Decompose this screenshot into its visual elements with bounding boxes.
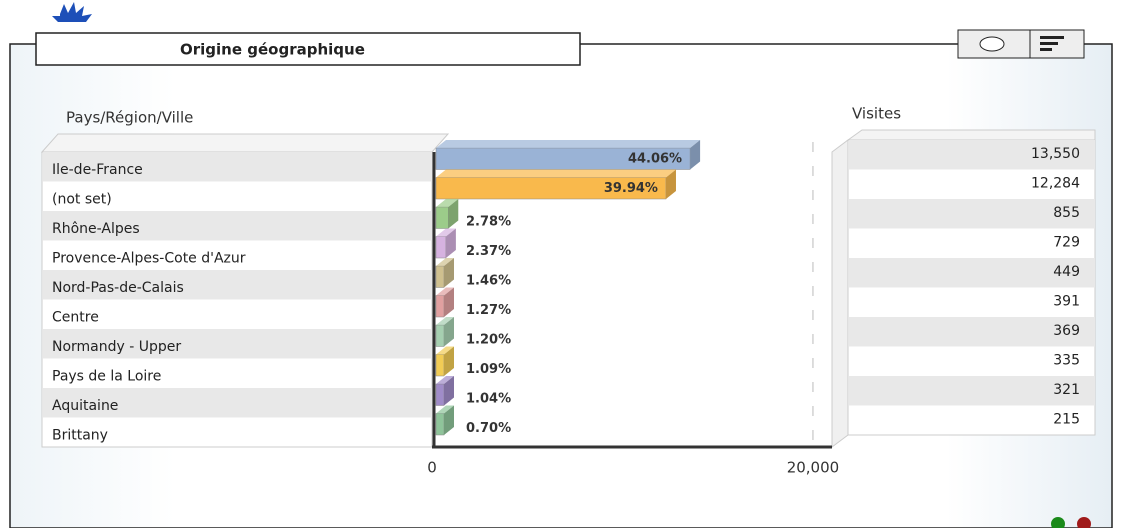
value-label: 369 (1053, 323, 1080, 339)
bar (435, 413, 445, 436)
bar-button[interactable] (1029, 29, 1085, 59)
bar-side (444, 405, 454, 435)
percent-label: 1.04% (466, 391, 511, 406)
bar-side (444, 258, 454, 288)
bar-side (444, 376, 454, 406)
bar-top (436, 287, 454, 296)
status-green (1051, 517, 1065, 528)
x-tick-label: 0 (427, 459, 437, 477)
bar-side (665, 169, 676, 199)
percent-label: 1.27% (466, 303, 511, 318)
category-label: Pays de la Loire (52, 369, 161, 385)
category-label: Provence-Alpes-Cote d'Azur (52, 251, 246, 267)
x-tick-label: 20,000 (787, 459, 840, 477)
row-shade (43, 152, 432, 182)
category-label: Normandy - Upper (52, 339, 181, 355)
table-top (40, 133, 450, 153)
bar-top (436, 140, 701, 148)
bar-side (448, 199, 459, 229)
row-shade (849, 258, 1095, 288)
value-label: 449 (1053, 264, 1080, 280)
value-label: 13,550 (1031, 146, 1080, 162)
percent-label: 2.37% (466, 244, 511, 259)
bar-top (436, 258, 454, 266)
category-label: Aquitaine (52, 398, 118, 414)
status-red (1077, 517, 1091, 528)
bar (435, 236, 447, 259)
bar-side (444, 287, 454, 317)
bar (435, 206, 449, 229)
percent-label: 1.20% (466, 332, 511, 347)
category-label: Centre (52, 310, 99, 326)
bar-side (690, 140, 701, 170)
logo-icon (52, 2, 92, 22)
row-shade (43, 329, 432, 359)
bar (435, 354, 445, 377)
pie-icon (979, 36, 1005, 52)
bar (435, 265, 445, 288)
bar (435, 383, 445, 406)
category-label: Rhône-Alpes (52, 221, 140, 237)
bar-top (436, 346, 454, 355)
title-box (35, 32, 581, 66)
value-label: 12,284 (1031, 176, 1080, 192)
category-label: Ile-de-France (52, 162, 143, 178)
row-shade (43, 270, 432, 300)
percent-label: 39.94% (604, 181, 658, 196)
bar-icon (1040, 36, 1064, 51)
row-shade (849, 199, 1095, 229)
bar (435, 295, 445, 318)
bar-side (444, 317, 454, 347)
value-header: Visites (852, 105, 901, 123)
bar-top (436, 199, 459, 207)
value-label: 335 (1053, 353, 1080, 369)
category-header: Pays/Région/Ville (66, 109, 193, 127)
percent-label: 0.70% (466, 421, 511, 436)
percent-label: 44.06% (628, 151, 682, 166)
bar-top (436, 169, 676, 178)
row-shade (849, 317, 1095, 347)
value-label: 321 (1053, 382, 1080, 398)
bar-side (444, 346, 454, 376)
value-label: 855 (1053, 205, 1080, 221)
value-label: 215 (1053, 412, 1080, 428)
percent-label: 1.46% (466, 273, 511, 288)
value-label: 729 (1053, 235, 1080, 251)
chart-side (831, 139, 849, 448)
bar-top (436, 405, 454, 414)
row-shade (849, 140, 1095, 170)
row-shade (43, 211, 432, 241)
category-label: Brittany (52, 428, 108, 444)
bar-top (436, 228, 456, 237)
category-label: (not set) (52, 192, 112, 208)
values-top (846, 129, 1096, 141)
bar-top (436, 376, 454, 384)
row-shade (849, 376, 1095, 406)
bar-top (436, 317, 454, 325)
category-label: Nord-Pas-de-Calais (52, 280, 184, 296)
row-shade (43, 388, 432, 418)
percent-label: 2.78% (466, 214, 511, 229)
percent-label: 1.09% (466, 362, 511, 377)
chart-title: Origine géographique (180, 41, 365, 59)
value-label: 391 (1053, 294, 1080, 310)
bar (435, 324, 445, 347)
bar-side (445, 228, 456, 258)
